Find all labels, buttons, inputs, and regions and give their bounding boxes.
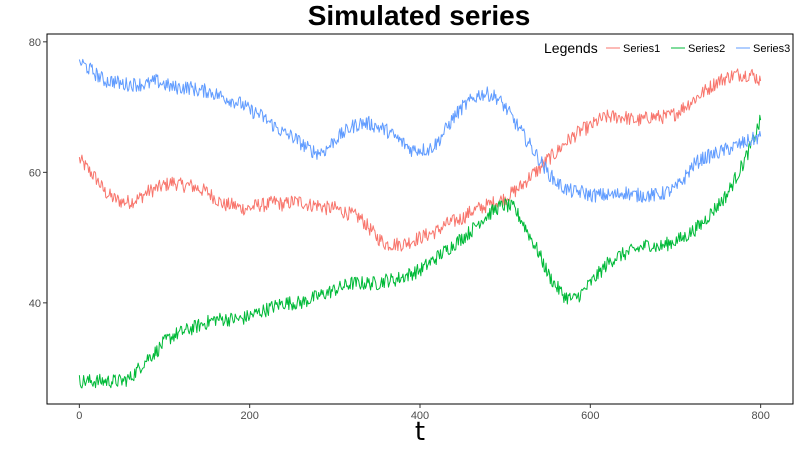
y-tick-label: 60	[29, 167, 41, 179]
y-tick-label: 40	[29, 298, 41, 310]
x-tick-label: 600	[581, 410, 599, 422]
y-axis-ticks: 40 60 80	[29, 37, 47, 310]
x-tick-label: 400	[411, 410, 429, 422]
series-layer	[78, 58, 762, 389]
series-line-series1	[78, 68, 762, 252]
series-line-series3	[78, 58, 762, 203]
x-tick-label: 0	[76, 410, 82, 422]
y-tick-label: 80	[29, 37, 41, 49]
series-line-series2	[78, 114, 762, 389]
legend-label-series3: Series3	[753, 43, 790, 55]
x-tick-label: 200	[241, 410, 259, 422]
legend-title: Legends	[544, 40, 598, 56]
legend-label-series2: Series2	[688, 43, 725, 55]
legend: Legends Series1 Series2 Series3	[544, 40, 790, 56]
legend-label-series1: Series1	[623, 43, 660, 55]
chart-title: Simulated series	[308, 0, 531, 31]
x-tick-label: 800	[751, 410, 769, 422]
x-axis-ticks: 0 200 400 600 800	[76, 404, 770, 422]
x-axis-label: t	[415, 417, 425, 447]
